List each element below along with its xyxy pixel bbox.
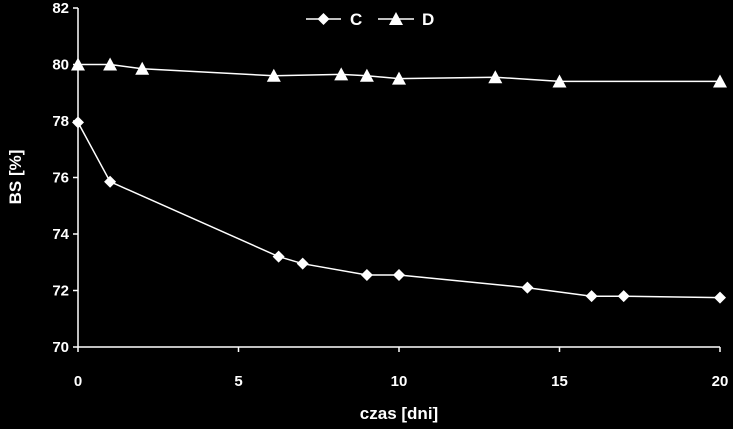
series-c-point: [272, 250, 285, 263]
series-d-point: [266, 68, 281, 82]
series-d-point: [488, 70, 503, 84]
y-tick-label: 82: [52, 0, 69, 17]
series-d-point: [103, 57, 118, 71]
y-axis-title: BS [%]: [6, 150, 25, 205]
y-tick-label: 78: [52, 113, 69, 130]
legend-label-d: D: [422, 10, 434, 29]
y-axis-ticks: 70 72 74 76 78 80 82: [52, 0, 78, 356]
x-tick-label: 0: [74, 373, 82, 390]
x-tick-label: 15: [551, 373, 568, 390]
series-d-point: [359, 68, 374, 82]
legend: C D: [306, 10, 434, 29]
x-tick-label: 5: [234, 373, 242, 390]
x-tick-label: 10: [391, 373, 408, 390]
series-d-point: [334, 67, 349, 81]
series-d-point: [713, 74, 727, 88]
y-tick-label: 70: [52, 339, 69, 356]
series-d-point: [71, 57, 85, 71]
series-c-point: [104, 175, 117, 188]
series-c-line: [77, 122, 721, 299]
series-d-line: [78, 63, 720, 83]
series-d: [71, 57, 727, 88]
legend-marker-c: [317, 13, 330, 25]
legend-label-c: C: [350, 10, 362, 29]
series-d-point: [392, 71, 406, 85]
x-axis-ticks: 0 5 10 15 20: [74, 347, 729, 390]
x-axis-title: czas [dni]: [360, 404, 438, 423]
series-layer: [71, 57, 727, 304]
series-c-point: [296, 257, 309, 270]
series-c-point: [714, 291, 726, 304]
series-c-point: [393, 268, 405, 281]
y-tick-label: 76: [52, 170, 69, 187]
series-d-point: [552, 74, 567, 88]
series-d-point: [135, 61, 150, 75]
series-c: [72, 116, 726, 304]
series-c-point: [72, 116, 84, 129]
series-c-point: [585, 290, 598, 303]
y-tick-label: 80: [52, 57, 69, 74]
legend-marker-d: [389, 12, 403, 25]
series-c-point: [617, 290, 630, 303]
series-c-point: [360, 268, 373, 281]
series-c-point: [521, 281, 534, 294]
y-tick-label: 74: [52, 226, 69, 243]
y-tick-label: 72: [52, 283, 69, 300]
x-tick-label: 20: [712, 373, 729, 390]
